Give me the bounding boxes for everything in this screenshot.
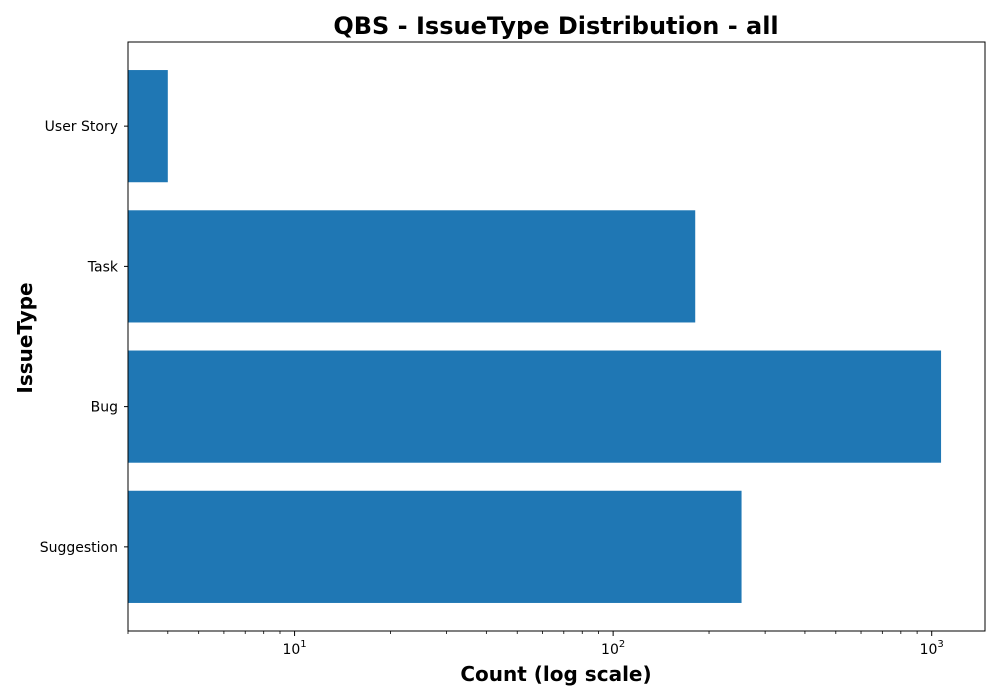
bar-suggestion	[128, 490, 742, 603]
bar-bug	[128, 350, 942, 463]
bars-group	[128, 70, 942, 603]
bar-task	[128, 210, 696, 323]
chart-title: QBS - IssueType Distribution - all	[333, 12, 778, 40]
x-tick-label: 101	[282, 639, 306, 658]
x-ticks-group: 101 102 103	[282, 631, 944, 658]
y-ticks-group: Suggestion Bug Task User Story	[40, 119, 128, 556]
y-axis-label: IssueType	[13, 282, 37, 393]
y-tick-label: Task	[87, 259, 119, 275]
y-tick-label: User Story	[45, 119, 118, 135]
y-tick-label: Bug	[91, 400, 118, 416]
bar-user-story	[128, 70, 168, 183]
x-tick-label: 102	[601, 639, 625, 658]
x-tick-label: 103	[920, 639, 944, 658]
x-axis-label: Count (log scale)	[460, 662, 651, 686]
plot-frame	[127, 41, 986, 632]
y-tick-label: Suggestion	[40, 540, 118, 556]
